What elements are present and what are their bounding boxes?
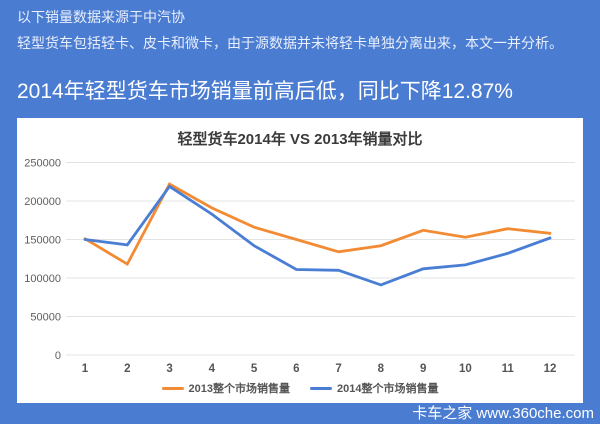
legend-item-2014: 2014整个市场销售量 <box>310 380 438 396</box>
x-tick-label: 9 <box>420 363 426 375</box>
series-line-2014 <box>83 184 552 287</box>
x-tick-label: 11 <box>502 363 515 375</box>
y-tick-label: 200000 <box>24 196 61 208</box>
y-tick-label: 0 <box>55 350 61 362</box>
x-tick-label: 7 <box>335 363 341 375</box>
legend-swatch-2013 <box>161 386 184 390</box>
x-tick-label: 1 <box>82 363 89 375</box>
x-tick-label: 8 <box>378 363 385 375</box>
x-tick-label: 5 <box>251 363 258 375</box>
banner-line-2: 轻型货车包括轻卡、皮卡和微卡，由于源数据并未将轻卡单独分离出来，本文一并分析。 <box>17 35 563 51</box>
watermark: 卡车之家 www.360che.com <box>412 405 594 422</box>
legend-label: 2013整个市场销售量 <box>188 383 290 395</box>
chart-title: 轻型货车2014年 VS 2013年销量对比 <box>177 131 423 148</box>
y-tick-label: 50000 <box>30 312 61 324</box>
banner: 以下销量数据来源于中汽协 轻型货车包括轻卡、皮卡和微卡，由于源数据并未将轻卡单独… <box>17 10 590 62</box>
x-tick-label: 12 <box>544 363 557 375</box>
legend-label: 2014整个市场销售量 <box>337 383 439 395</box>
chart-card: 0 50000 100000 150000 200000 250000 1 2 3 4 5 6 7 8 9 1… <box>17 118 583 403</box>
y-tick-label: 150000 <box>24 235 61 247</box>
y-tick-label: 100000 <box>24 273 61 285</box>
chart-legend: 2013整个市场销售量 2014整个市场销售量 <box>17 380 583 396</box>
x-tick-label: 2 <box>124 363 130 375</box>
x-tick-label: 4 <box>209 363 216 375</box>
series-line-2013 <box>83 182 552 267</box>
y-tick-label: 250000 <box>24 158 61 170</box>
x-tick-label: 6 <box>293 363 299 375</box>
x-tick-label: 10 <box>459 363 472 375</box>
banner-line-1: 以下销量数据来源于中汽协 <box>17 9 185 25</box>
page-heading: 2014年轻型货车市场销量前高后低，同比下降12.87% <box>17 80 513 103</box>
legend-swatch-2014 <box>310 386 332 390</box>
legend-item-2013: 2013整个市场销售量 <box>161 380 290 396</box>
x-tick-label: 3 <box>166 363 172 375</box>
